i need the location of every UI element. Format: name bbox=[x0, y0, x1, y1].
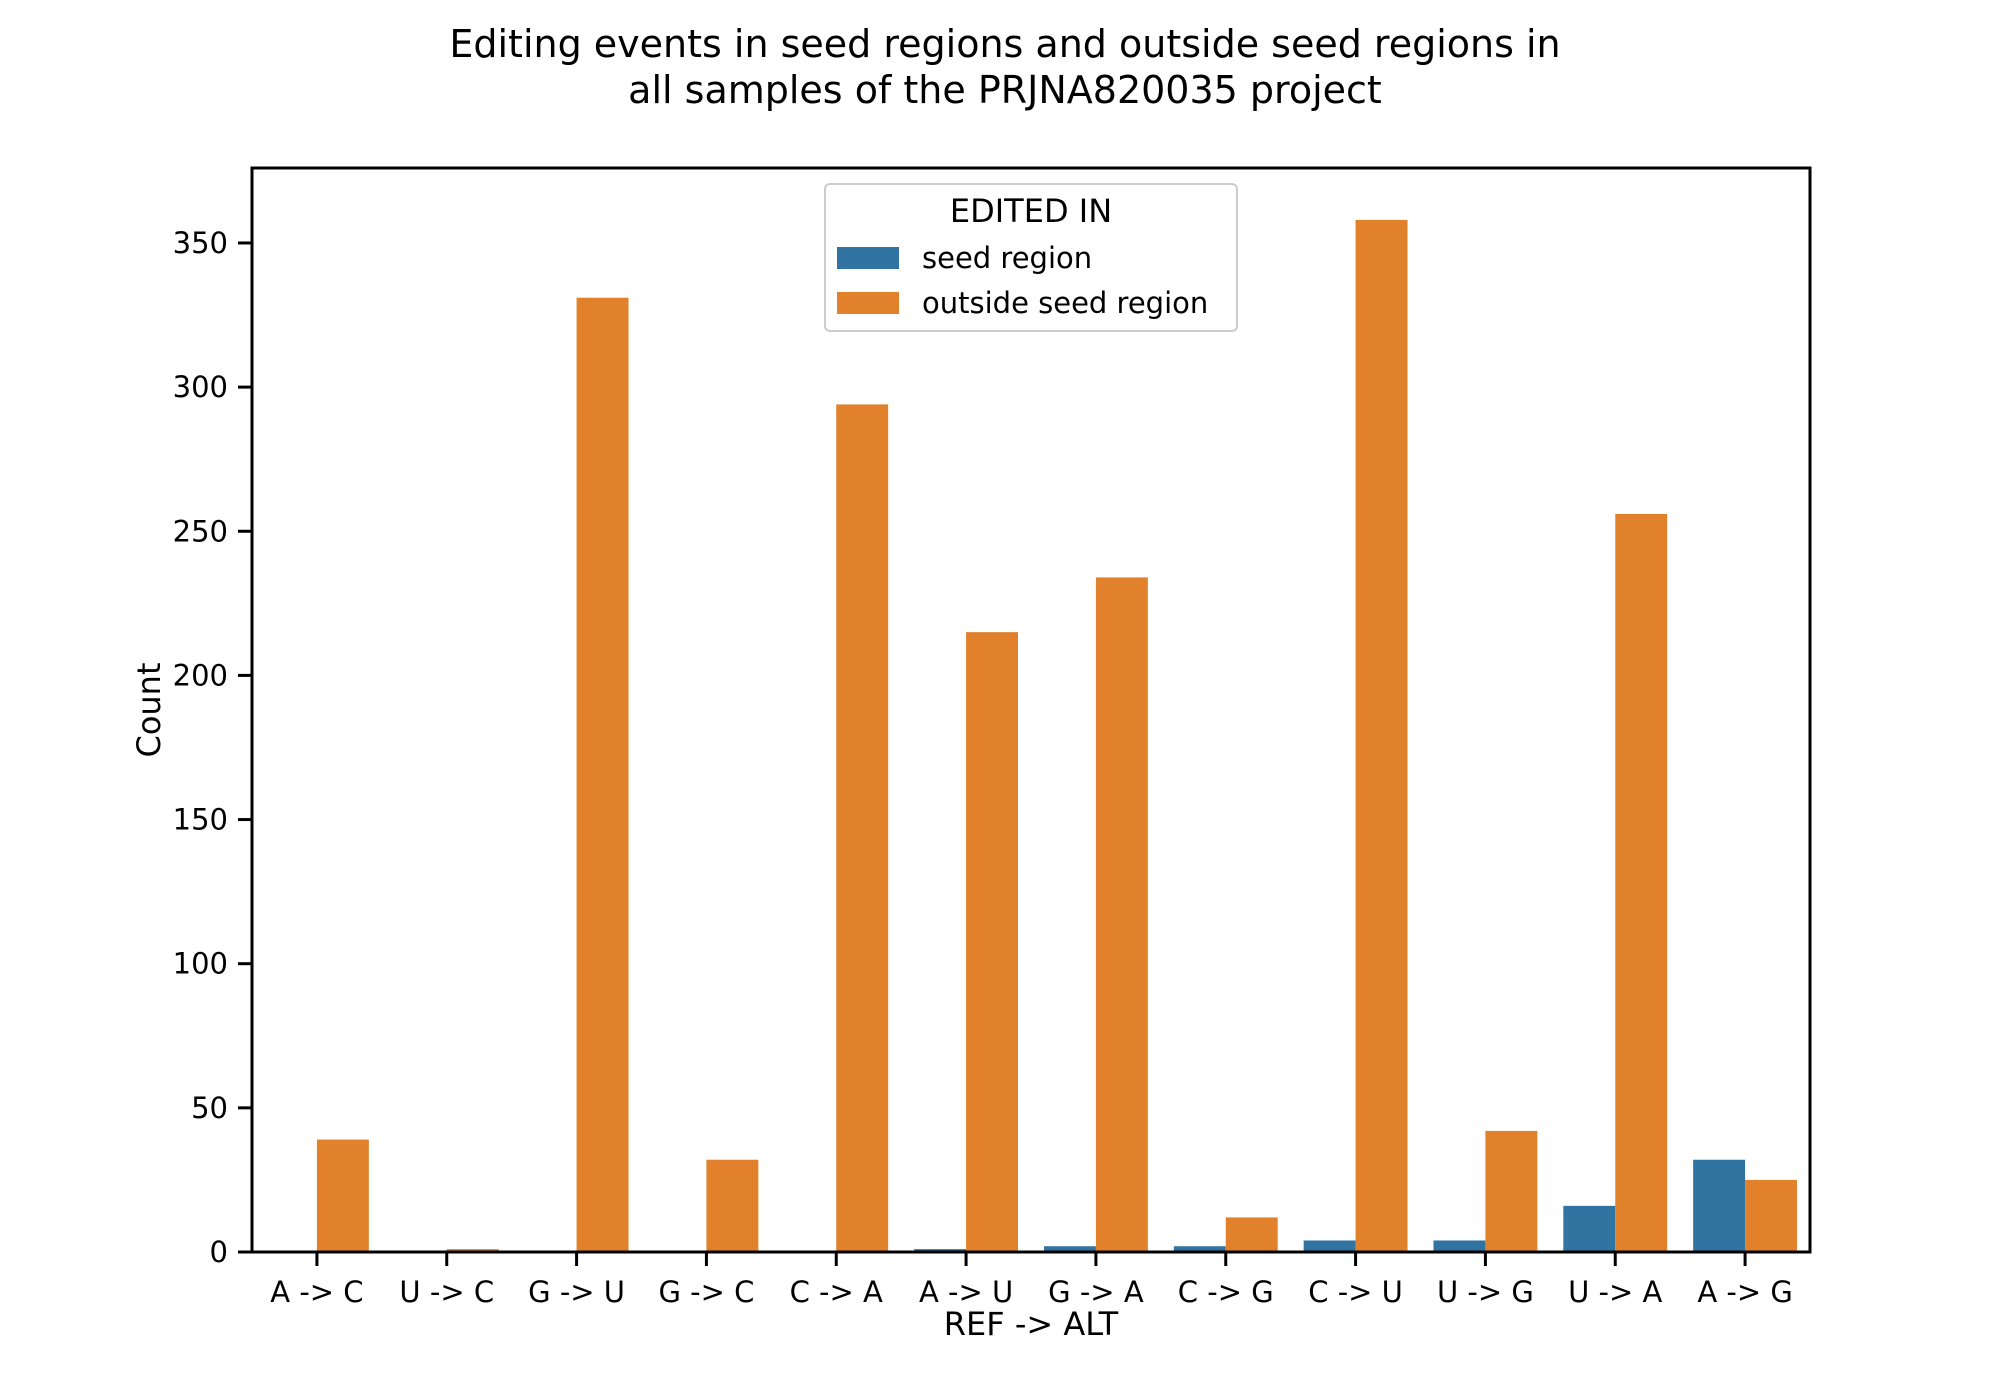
y-tick-label-350: 350 bbox=[173, 226, 228, 260]
x-tick-label-7: C -> G bbox=[1178, 1275, 1274, 1309]
y-tick-label-250: 250 bbox=[173, 514, 228, 548]
legend-swatch-seed-region bbox=[837, 247, 899, 269]
y-tick-label-50: 50 bbox=[191, 1091, 228, 1125]
bar-seed-region-9 bbox=[1433, 1240, 1486, 1252]
x-tick-label-10: U -> A bbox=[1568, 1275, 1662, 1309]
chart-title-line-2: all samples of the PRJNA820035 project bbox=[628, 68, 1382, 112]
bar-outside-seed-region-2 bbox=[576, 297, 629, 1253]
bar-outside-seed-region-5 bbox=[966, 632, 1019, 1252]
x-axis-label: REF -> ALT bbox=[944, 1305, 1119, 1343]
bar-seed-region-11 bbox=[1693, 1159, 1746, 1252]
x-tick-label-0: A -> C bbox=[270, 1275, 363, 1309]
legend-title: EDITED IN bbox=[950, 192, 1112, 230]
x-tick-label-1: U -> C bbox=[399, 1275, 494, 1309]
x-tick-label-6: G -> A bbox=[1048, 1275, 1144, 1309]
bar-seed-region-7 bbox=[1173, 1246, 1226, 1252]
y-tick-label-200: 200 bbox=[173, 658, 228, 692]
bar-seed-region-10 bbox=[1563, 1205, 1616, 1252]
y-tick-label-150: 150 bbox=[173, 803, 228, 837]
bar-outside-seed-region-8 bbox=[1355, 219, 1408, 1252]
y-tick-label-100: 100 bbox=[173, 947, 228, 981]
y-tick-label-300: 300 bbox=[173, 370, 228, 404]
legend-label-seed-region: seed region bbox=[922, 241, 1092, 275]
bar-outside-seed-region-4 bbox=[836, 404, 889, 1252]
legend-frame bbox=[824, 183, 1238, 332]
x-tick-label-8: C -> U bbox=[1308, 1275, 1403, 1309]
chart-title: Editing events in seed regions and outsi… bbox=[449, 22, 1560, 112]
bar-outside-seed-region-3 bbox=[706, 1159, 759, 1252]
x-tick-label-5: A -> U bbox=[919, 1275, 1013, 1309]
x-tick-label-2: G -> U bbox=[528, 1275, 625, 1309]
bar-outside-seed-region-9 bbox=[1485, 1130, 1538, 1252]
x-tick-label-3: G -> C bbox=[658, 1275, 754, 1309]
bar-outside-seed-region-6 bbox=[1095, 577, 1148, 1252]
bar-outside-seed-region-0 bbox=[316, 1139, 369, 1252]
plot-area-frame bbox=[250, 166, 1812, 1254]
y-axis-label: Count bbox=[130, 662, 168, 757]
legend-label-outside-seed-region: outside seed region bbox=[922, 286, 1208, 320]
bars-layer bbox=[316, 219, 1798, 1253]
x-tick-label-4: C -> A bbox=[790, 1275, 883, 1309]
bar-seed-region-8 bbox=[1303, 1240, 1356, 1252]
bar-outside-seed-region-11 bbox=[1745, 1179, 1798, 1252]
bar-outside-seed-region-7 bbox=[1225, 1217, 1278, 1252]
bar-outside-seed-region-10 bbox=[1615, 513, 1668, 1252]
x-tick-label-9: U -> G bbox=[1437, 1275, 1534, 1309]
y-tick-label-0: 0 bbox=[210, 1235, 228, 1269]
x-tick-label-11: A -> G bbox=[1697, 1275, 1793, 1309]
legend-swatch-outside-seed-region bbox=[837, 292, 899, 314]
legend: EDITED IN seed region outside seed regio… bbox=[824, 183, 1238, 332]
chart-title-line-1: Editing events in seed regions and outsi… bbox=[449, 22, 1560, 66]
axes-layer: 0 50 100 150 200 250 300 350 A -> C U -> C G -> U G… bbox=[173, 226, 1793, 1309]
bar-seed-region-6 bbox=[1043, 1246, 1096, 1252]
